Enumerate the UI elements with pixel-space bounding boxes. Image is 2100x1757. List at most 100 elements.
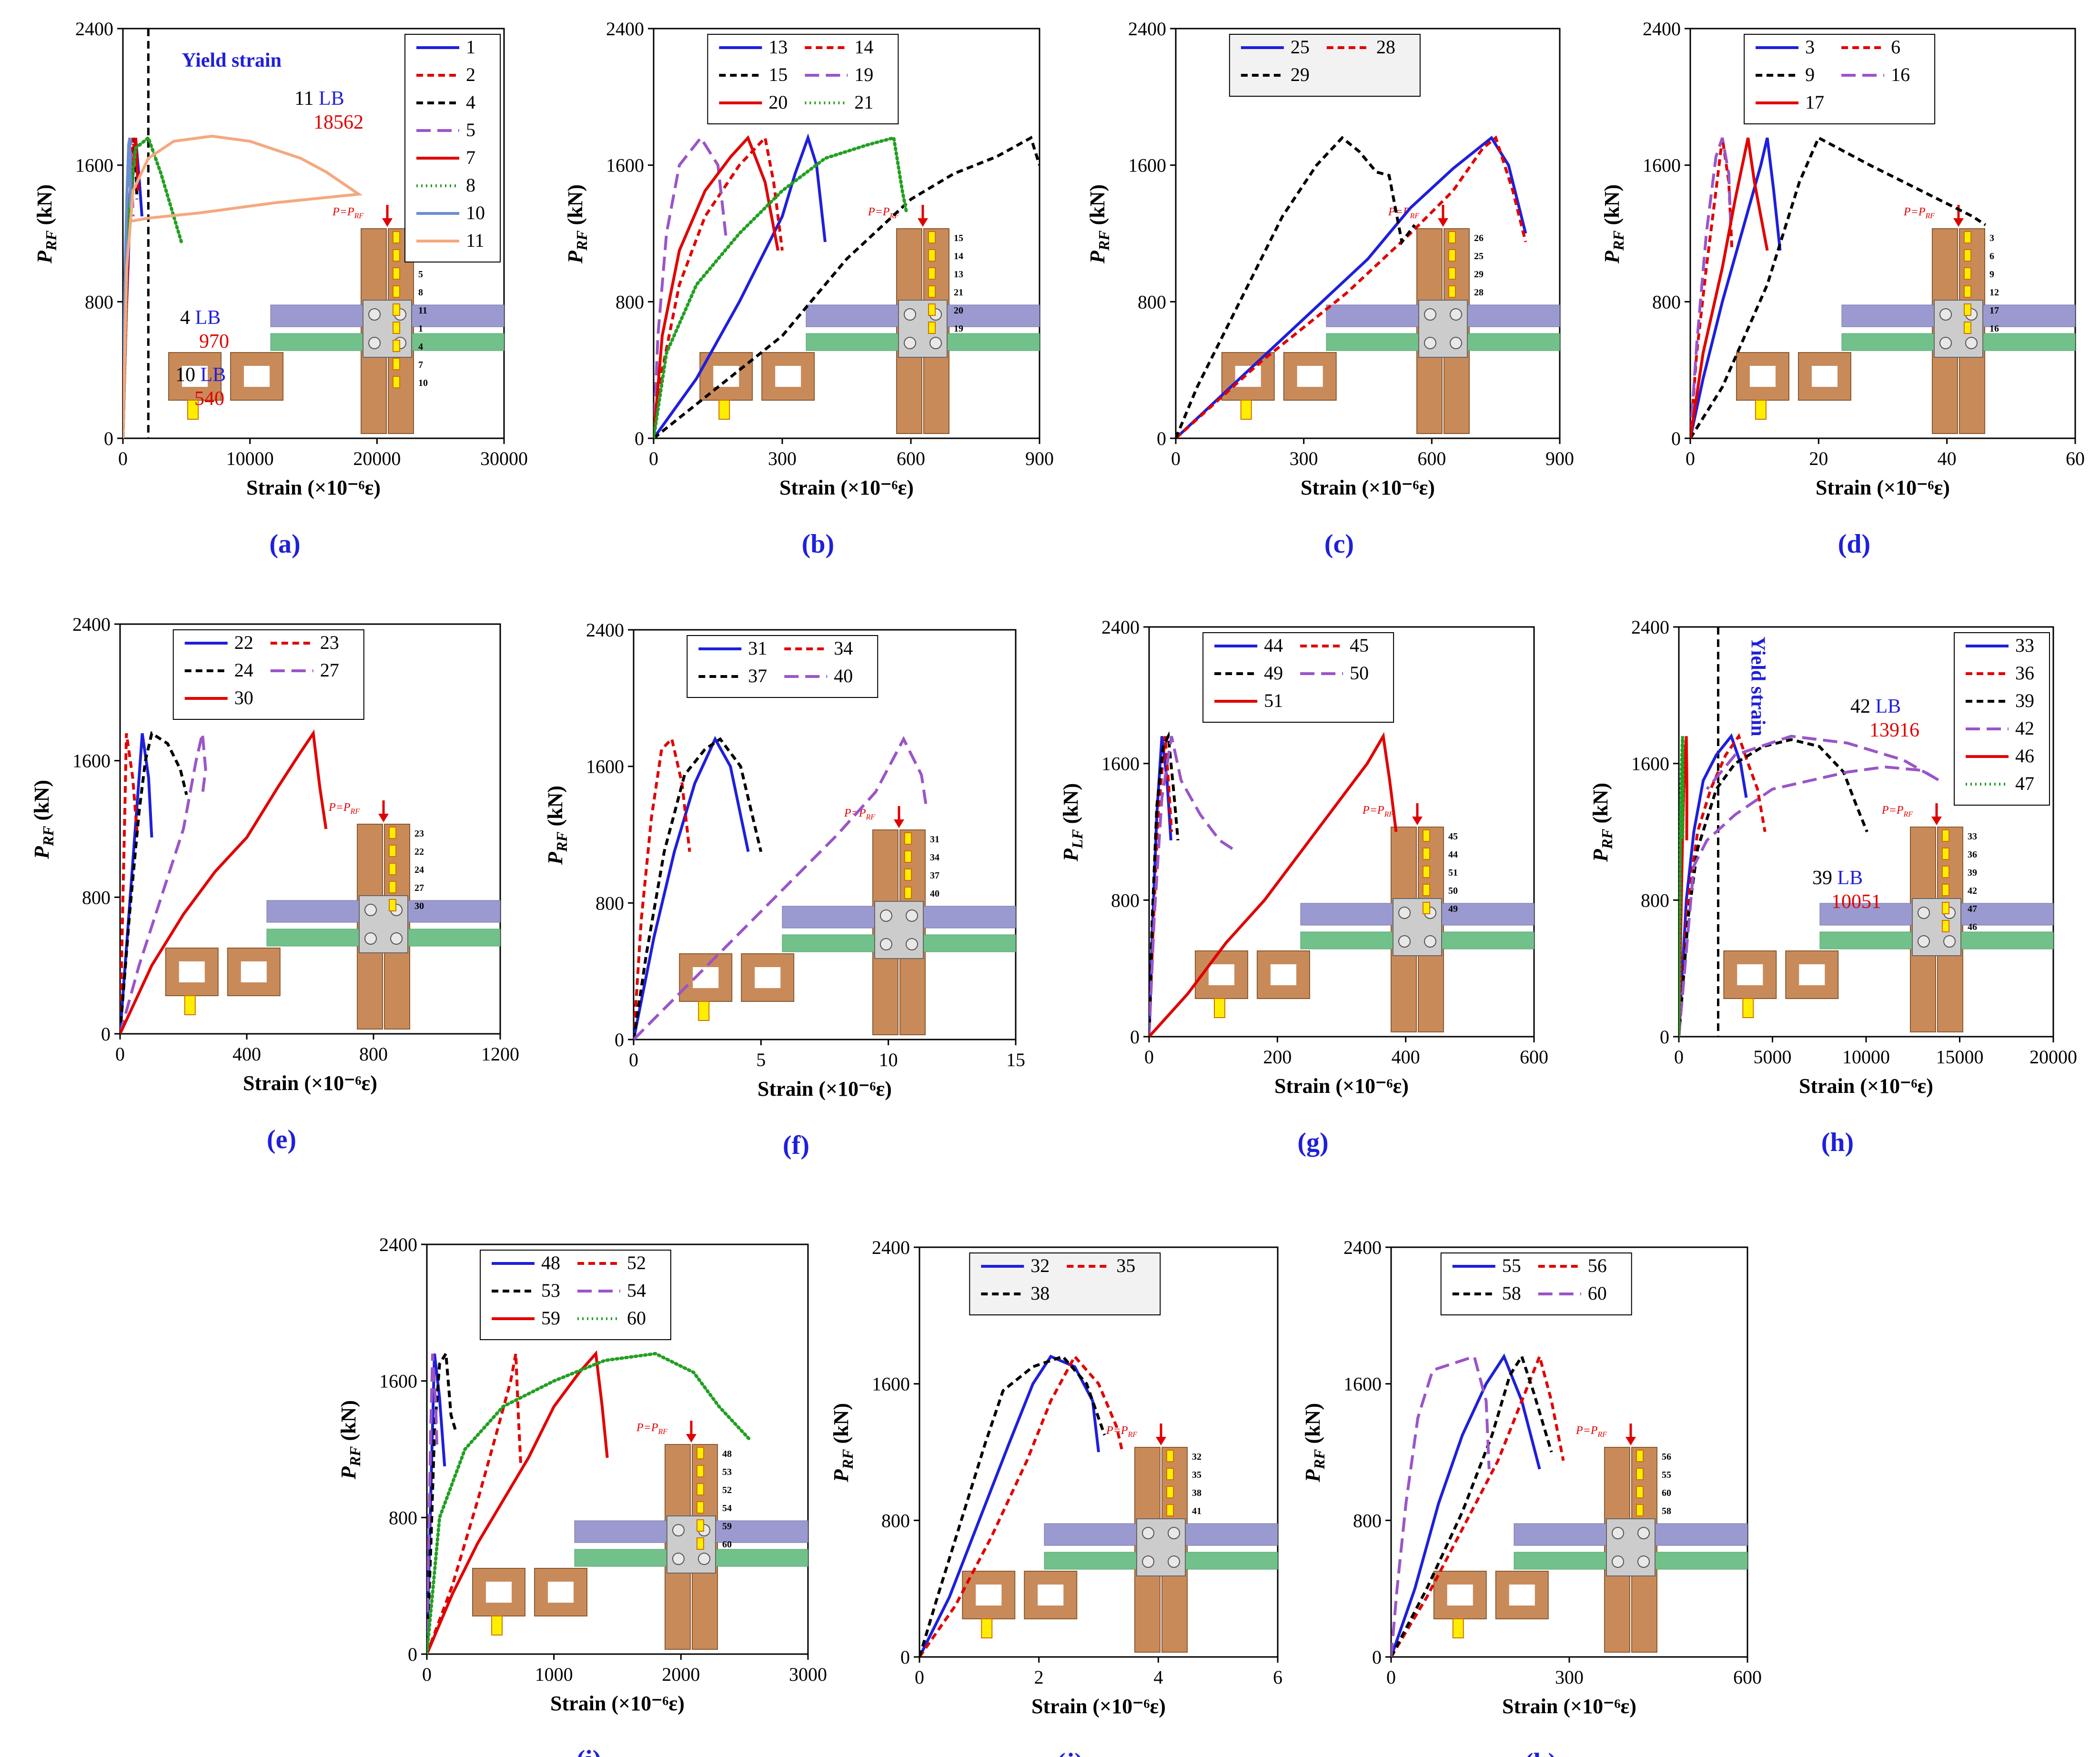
legend-label: 38 xyxy=(1030,1282,1050,1304)
x-axis-title: Strain (×10⁻⁶ε) xyxy=(757,1077,892,1101)
x-axis-title: Strain (×10⁻⁶ε) xyxy=(1816,476,1950,499)
gauge-label: 60 xyxy=(722,1539,732,1550)
plot-frame xyxy=(919,1246,1279,1658)
section-sketch-i xyxy=(472,1568,587,1636)
legend-label: 6 xyxy=(1891,36,1900,58)
strain-gauge xyxy=(1448,249,1456,262)
legend-box xyxy=(707,34,899,124)
strain-gauge xyxy=(393,340,400,352)
y-tick-label: 2400 xyxy=(1643,18,1681,40)
strain-gauge xyxy=(904,868,912,881)
gauge-label: 8 xyxy=(418,287,423,298)
joint-diagram-g: P=PRF 45 44 51 50 49 xyxy=(1300,803,1535,1032)
y-tick-label: 1600 xyxy=(379,1371,417,1392)
gauge-label: 14 xyxy=(954,251,963,262)
gauge-label: 60 xyxy=(1662,1488,1671,1498)
chart-e: 0 400 800 1200 0 800 1600 2400 Strain (×10⁻⁶ε) PR… xyxy=(30,614,519,1154)
legend-label: 21 xyxy=(854,91,873,113)
gauge-label: 24 xyxy=(414,865,424,875)
strain-gauge xyxy=(393,358,400,370)
y-axis-title: PRF (kN) xyxy=(30,780,57,859)
load-arrowhead xyxy=(1156,1437,1166,1445)
legend-label: 2 xyxy=(466,64,475,85)
tube-section xyxy=(679,953,733,1002)
y-tick-label: 800 xyxy=(1641,889,1669,911)
strain-gauge xyxy=(393,322,400,334)
y-tick-label: 1600 xyxy=(1101,753,1140,775)
legend-box xyxy=(687,635,878,698)
x-tick-label: 0 xyxy=(115,1043,125,1065)
y-tick-label: 0 xyxy=(615,1029,624,1050)
plot-frame xyxy=(119,623,501,1035)
legend: 22 23 24 27 30 xyxy=(172,629,364,720)
y-tick-label: 800 xyxy=(1652,291,1681,313)
strain-gauge xyxy=(904,850,912,863)
section-sketch-b xyxy=(699,352,815,420)
legend-box xyxy=(1229,34,1421,97)
legend-label: 53 xyxy=(541,1280,560,1301)
strain-gauge xyxy=(1423,848,1430,860)
x-tick-label: 5000 xyxy=(1754,1046,1792,1068)
gauge-label: 38 xyxy=(1192,1488,1201,1498)
strain-gauge xyxy=(697,1537,704,1550)
y-tick-label: 0 xyxy=(1372,1646,1382,1668)
series-group xyxy=(919,1354,1124,1657)
y-tick-label: 2400 xyxy=(606,18,644,40)
gauge-label: 56 xyxy=(1662,1452,1671,1462)
bolt xyxy=(906,938,918,950)
y-tick-label: 2400 xyxy=(1343,1237,1382,1258)
series-group xyxy=(123,134,363,438)
legend-label: 11 xyxy=(466,230,485,251)
gauge-label: 59 xyxy=(722,1521,732,1532)
y-tick-label: 1600 xyxy=(1631,753,1669,775)
y-tick-label: 0 xyxy=(900,1646,910,1668)
joint-plate xyxy=(1393,898,1442,956)
gauge-label: 34 xyxy=(930,852,939,863)
strain-gauge xyxy=(928,285,936,298)
section-gauge xyxy=(1213,998,1225,1018)
x-tick-label: 60 xyxy=(2066,448,2085,469)
series-line-22 xyxy=(120,733,153,1034)
y-tick-label: 1600 xyxy=(586,756,624,778)
legend-label: 37 xyxy=(748,665,767,687)
legend-label: 25 xyxy=(1291,36,1310,58)
legend-label: 3 xyxy=(1805,36,1815,58)
legend: 25 28 29 xyxy=(1229,34,1421,97)
plot-frame xyxy=(1689,28,2076,439)
series-group xyxy=(1149,731,1398,1037)
legend-label: 42 xyxy=(2015,717,2034,739)
strain-gauge xyxy=(1636,1468,1644,1480)
y-tick-label: 800 xyxy=(85,291,113,313)
gauge-label: 42 xyxy=(1968,886,1977,896)
legend-label: 46 xyxy=(2015,745,2034,767)
bolt xyxy=(1612,1555,1624,1568)
bolt xyxy=(1398,935,1411,948)
series-line-49 xyxy=(1149,731,1180,1037)
annotation-title: 11 LB xyxy=(294,88,344,110)
legend-label: 10 xyxy=(466,202,485,223)
tube-hole xyxy=(1038,1585,1064,1606)
legend-label: 7 xyxy=(466,147,475,168)
bolt xyxy=(698,1553,710,1565)
legend: 48 52 53 54 59 60 xyxy=(480,1250,671,1340)
joint-plate xyxy=(363,300,412,358)
series-line-29 xyxy=(1176,136,1416,438)
y-axis-title: PRF (kN) xyxy=(1589,783,1615,862)
load-label: P=PRF xyxy=(1881,804,1913,818)
tube-hole xyxy=(241,961,267,982)
strain-gauge xyxy=(1964,267,1971,280)
tube-hole xyxy=(1447,1585,1473,1606)
yield-strain-label: Yield strain xyxy=(1747,636,1769,737)
legend-label: 24 xyxy=(234,659,253,681)
x-tick-label: 300 xyxy=(768,448,797,469)
series-line-45 xyxy=(1149,736,1173,1037)
plot-frame xyxy=(653,28,1040,439)
gauge-label: 21 xyxy=(954,287,963,298)
legend-label: 58 xyxy=(1502,1282,1521,1304)
gauge-label: 6 xyxy=(1989,251,1994,262)
y-axis-title: PRF (kN) xyxy=(33,184,60,264)
x-tick-label: 4 xyxy=(1153,1666,1163,1688)
series-line-59 xyxy=(427,1350,609,1654)
legend-label: 22 xyxy=(234,632,253,653)
x-tick-label: 400 xyxy=(232,1043,261,1065)
